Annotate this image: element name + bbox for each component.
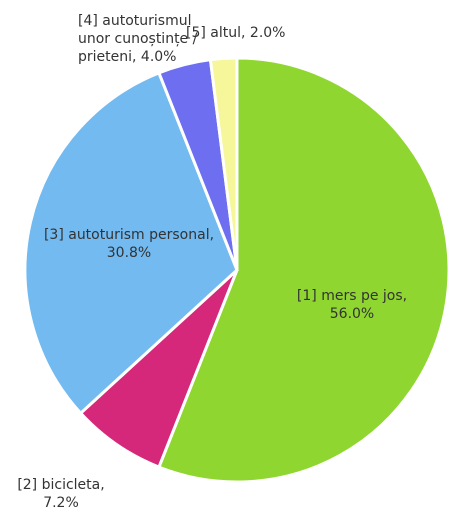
pie-slice	[208, 56, 239, 271]
category-label: [5] altul,	[186, 25, 246, 41]
category-label: [3] autoturism personal,	[43, 227, 215, 243]
pie-slice	[157, 56, 451, 484]
value-label: 30.8%	[106, 245, 152, 261]
value-label: 4.0%	[140, 49, 177, 65]
category-label: [2] bicicleta,	[17, 477, 105, 493]
value-label: 2.0%	[249, 25, 286, 41]
slice-label: [3] autoturism personal, 30.8%	[40, 226, 218, 262]
category-label: [4] autoturismul unor cunoștințe / priet…	[78, 13, 198, 65]
pie-slice	[23, 70, 239, 416]
slice-label: [2] bicicleta, 7.2%	[6, 476, 116, 512]
value-label: 56.0%	[329, 306, 375, 322]
slice-label: [4] autoturismul unor cunoștințe / priet…	[78, 12, 218, 66]
category-label: [1] mers pe jos,	[296, 288, 408, 304]
slice-label: [5] altul, 2.0%	[186, 24, 316, 42]
value-label: 7.2%	[43, 495, 79, 511]
slice-label: [1] mers pe jos, 56.0%	[262, 287, 442, 323]
